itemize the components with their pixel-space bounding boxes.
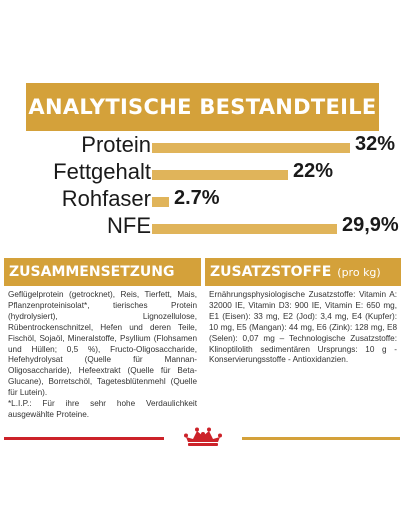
analysis-bar — [152, 143, 350, 153]
analysis-value: 32% — [355, 133, 396, 155]
additives-header: ZUSATZSTOFFE (pro kg) — [205, 258, 401, 286]
analysis-row-rohfaser: Rohfaser 2.7% — [0, 185, 405, 212]
analysis-value: 2.7% — [174, 187, 220, 209]
analysis-rows: Protein 32% Fettgehalt 22% Rohfaser 2.7%… — [0, 131, 405, 241]
additives-unit: (pro kg) — [337, 265, 381, 279]
additives-text: Ernährungsphysiologische Zusatzstoffe: V… — [209, 290, 397, 366]
composition-text: Geflügelprotein (getrocknet), Reis, Tier… — [8, 290, 197, 421]
analysis-label: Protein — [81, 132, 151, 157]
composition-footnote: *L.I.P.: Für ihre sehr hohe Verdaulichke… — [8, 399, 197, 419]
analysis-row-fettgehalt: Fettgehalt 22% — [0, 158, 405, 185]
analysis-bar — [152, 224, 337, 234]
analysis-value: 29,9% — [342, 214, 399, 236]
crown-logo-icon — [184, 427, 222, 446]
analysis-row-protein: Protein 32% — [0, 131, 405, 158]
analysis-title: ANALYTISCHE BESTANDTEILE — [28, 95, 377, 119]
additives-list: Ernährungsphysiologische Zusatzstoffe: V… — [209, 290, 397, 365]
red-divider — [4, 437, 164, 440]
analysis-bar — [152, 197, 169, 207]
composition-header: ZUSAMMENSETZUNG — [4, 258, 201, 286]
analysis-bar — [152, 170, 288, 180]
additives-title: ZUSATZSTOFFE — [210, 264, 332, 280]
gold-divider — [242, 437, 400, 440]
analysis-banner: ANALYTISCHE BESTANDTEILE — [26, 83, 379, 131]
analysis-label: Rohfaser — [61, 186, 151, 211]
analysis-value: 22% — [293, 160, 334, 182]
analysis-label: NFE — [107, 213, 151, 238]
analysis-row-nfe: NFE 29,9% — [0, 212, 405, 239]
analysis-label: Fettgehalt — [53, 159, 151, 184]
composition-ingredients: Geflügelprotein (getrocknet), Reis, Tier… — [8, 290, 197, 398]
composition-title: ZUSAMMENSETZUNG — [9, 264, 175, 280]
